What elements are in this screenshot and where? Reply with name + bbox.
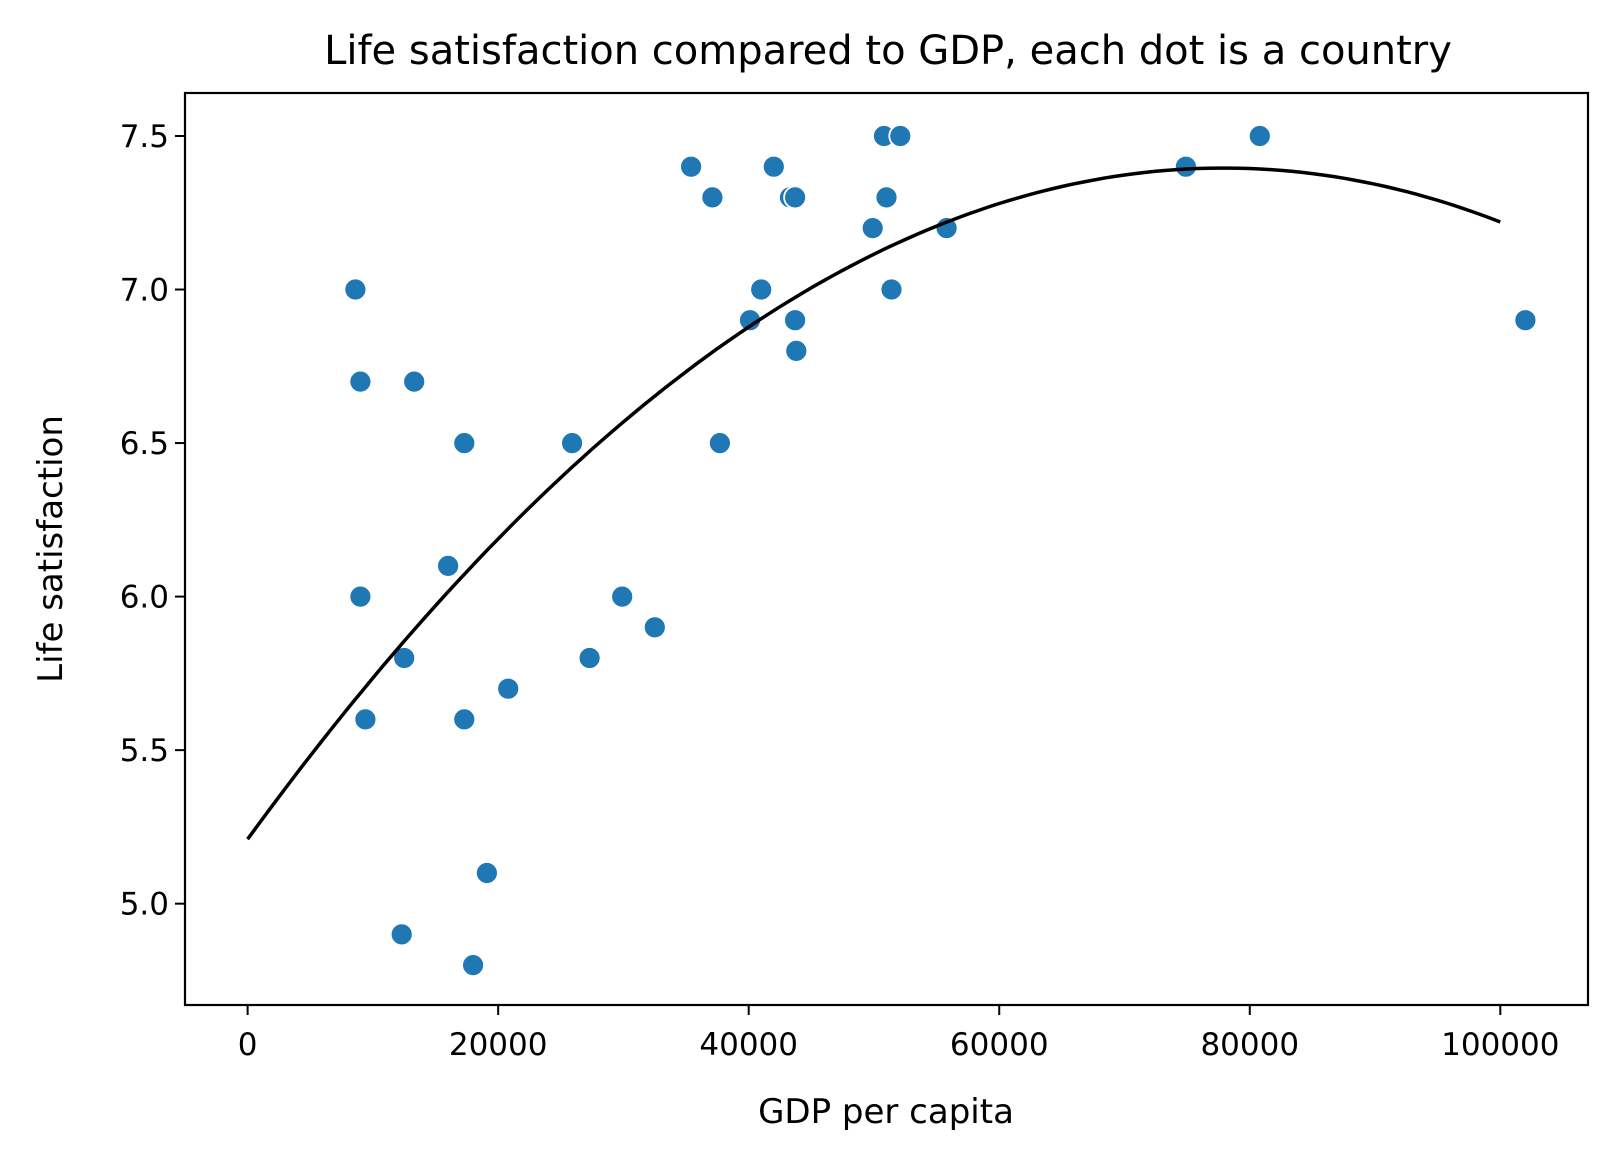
x-axis-label: GDP per capita: [758, 1092, 1014, 1132]
data-point: [577, 646, 602, 670]
x-tick-label: 0: [238, 1027, 258, 1063]
data-point: [496, 676, 521, 701]
x-tick-label: 60000: [950, 1027, 1049, 1063]
data-point: [461, 953, 486, 977]
data-point: [348, 369, 373, 394]
data-point: [700, 185, 725, 210]
data-point: [353, 707, 378, 732]
data-point: [474, 861, 499, 885]
y-tick-label: 6.5: [120, 426, 169, 462]
x-tick-label: 20000: [449, 1027, 548, 1063]
x-tick-label: 40000: [699, 1027, 798, 1063]
data-points: [343, 124, 1538, 977]
x-axis-ticks: 0 20000 40000 60000 80000 100000: [238, 1005, 1559, 1063]
data-point: [452, 431, 477, 456]
data-point: [436, 554, 461, 578]
data-point: [860, 216, 885, 241]
data-point: [642, 615, 667, 640]
data-point: [879, 277, 904, 302]
data-point: [610, 584, 635, 609]
data-point: [784, 338, 809, 363]
data-point: [389, 922, 414, 947]
x-tick-label: 80000: [1200, 1027, 1299, 1063]
data-point: [749, 277, 774, 302]
y-tick-label: 6.0: [120, 580, 169, 616]
plot-area: [246, 124, 1538, 977]
chart-title: Life satisfaction compared to GDP, each …: [324, 28, 1452, 74]
data-point: [348, 584, 373, 609]
data-point: [560, 431, 584, 456]
data-point: [402, 369, 427, 394]
y-tick-label: 5.5: [120, 733, 169, 769]
y-tick-label: 7.0: [120, 273, 169, 309]
data-point: [874, 185, 899, 210]
x-tick-label: 100000: [1441, 1027, 1559, 1063]
data-point: [1513, 308, 1538, 333]
data-point: [679, 154, 703, 179]
y-axis-label: Life satisfaction: [31, 415, 71, 683]
fit-curve: [246, 166, 1501, 841]
data-point: [392, 646, 417, 670]
data-point: [1174, 154, 1198, 179]
y-axis-ticks: 5.0 5.5 6.0 6.5 7.0 7.5: [120, 119, 185, 923]
data-point: [888, 124, 913, 148]
y-tick-label: 7.5: [120, 119, 169, 155]
data-point: [343, 277, 368, 302]
data-point: [708, 431, 732, 456]
data-point: [1247, 124, 1272, 148]
data-point: [452, 707, 477, 732]
data-point: [761, 154, 786, 179]
y-tick-label: 5.0: [120, 887, 169, 923]
axes-frame: [183, 91, 1590, 1007]
data-point: [783, 308, 807, 333]
data-point: [783, 185, 807, 210]
